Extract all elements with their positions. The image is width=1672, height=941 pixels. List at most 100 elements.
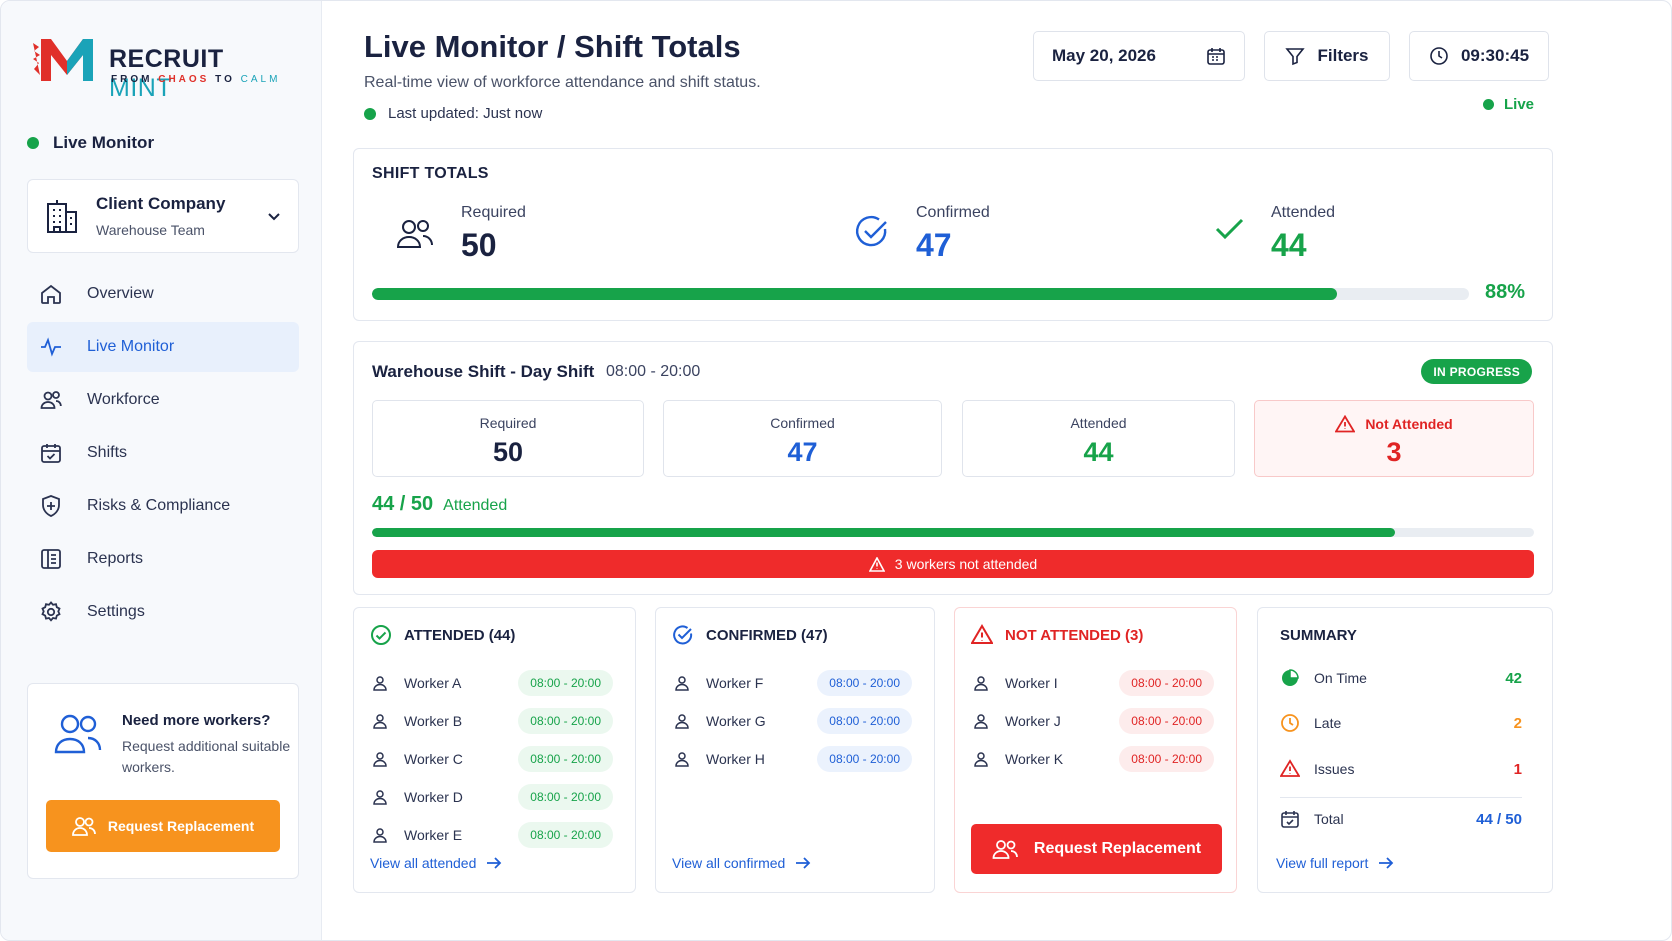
attended-list-card: ATTENDED (44) Worker A 08:00 - 20:00 Worke… [353, 607, 636, 893]
promo-text: Request additional suitable workers. [122, 738, 291, 775]
attended-value: 44 [1271, 227, 1307, 263]
shift-time-pill: 08:00 - 20:00 [1119, 670, 1214, 696]
promo-title: Need more workers? [122, 712, 271, 729]
totals-percent: 88% [1485, 281, 1526, 303]
user-icon [974, 714, 988, 729]
list-item[interactable]: Worker K 08:00 - 20:00 [973, 740, 1218, 778]
sidebar-item-workforce[interactable]: Workforce [27, 375, 299, 425]
shift-time-pill: 08:00 - 20:00 [518, 784, 613, 810]
shift-title: Warehouse Shift - Day Shift [372, 362, 595, 381]
live-indicator: Live [1483, 96, 1534, 113]
required-value: 50 [461, 227, 497, 263]
user-icon [675, 676, 689, 691]
pie-icon [1282, 669, 1299, 686]
worker-name: Worker J [1005, 713, 1061, 729]
filters-button[interactable]: Filters [1264, 31, 1390, 81]
chevron-down-icon [268, 213, 280, 221]
view-full-report-link[interactable]: View full report [1276, 855, 1394, 871]
page-title: Live Monitor / Shift Totals [364, 29, 741, 64]
list-item[interactable]: Worker B 08:00 - 20:00 [372, 702, 617, 740]
confirmed-label: Confirmed [916, 204, 990, 221]
not-attended-list-title: NOT ATTENDED (3) [971, 624, 1143, 646]
list-item[interactable]: Worker J 08:00 - 20:00 [973, 702, 1218, 740]
calendar-check-icon [1281, 811, 1299, 828]
not-attended-list-card: NOT ATTENDED (3) Worker I 08:00 - 20:00 Wo… [954, 607, 1237, 893]
filter-icon [1285, 48, 1306, 66]
check-icon [1215, 218, 1244, 240]
not-attended-tile-value: 3 [1386, 437, 1402, 467]
brand-name: RECRUIT MINT [109, 45, 224, 102]
attended-list-title: ATTENDED (44) [370, 624, 515, 646]
list-item[interactable]: Worker G 08:00 - 20:00 [674, 702, 916, 740]
list-item[interactable]: Worker H 08:00 - 20:00 [674, 740, 916, 778]
warning-icon [1280, 759, 1300, 777]
sidebar-item-reports[interactable]: Reports [27, 534, 299, 584]
shift-progress-bar [372, 528, 1534, 537]
clock-icon [1430, 47, 1448, 65]
user-icon [373, 714, 387, 729]
shift-progress-fill [372, 528, 1395, 537]
totals-progress-bar [372, 288, 1469, 300]
building-icon [47, 200, 77, 233]
request-replacement-button[interactable]: Request Replacement [971, 824, 1222, 874]
confirmed-rows: Worker F 08:00 - 20:00 Worker G 08:00 - 20:… [674, 664, 916, 778]
list-item[interactable]: Worker I 08:00 - 20:00 [973, 664, 1218, 702]
user-icon [373, 790, 387, 805]
last-updated: Last updated: Just now [364, 105, 542, 122]
user-icon [974, 676, 988, 691]
list-item[interactable]: Worker D 08:00 - 20:00 [372, 778, 617, 816]
brand-logo[interactable]: RECRUIT MINT FROM CHAOS TO CALM [31, 31, 291, 102]
logo-mark-icon [33, 39, 93, 81]
worker-name: Worker G [706, 713, 766, 729]
shift-totals-card: SHIFT TOTALS Required 50 Confirmed 47 At… [353, 148, 1553, 321]
not-attended-alert[interactable]: 3 workers not attended [372, 550, 1534, 578]
totals-progress-fill [372, 288, 1338, 300]
summary-title: SUMMARY [1280, 627, 1357, 644]
view-all-confirmed-link[interactable]: View all confirmed [672, 855, 811, 871]
summary-divider [1280, 797, 1522, 798]
sidebar-item-shifts[interactable]: Shifts [27, 428, 299, 478]
warning-icon [868, 556, 885, 572]
list-item[interactable]: Worker A 08:00 - 20:00 [372, 664, 617, 702]
sidebar-item-risks-compliance[interactable]: Risks & Compliance [27, 481, 299, 531]
worker-name: Worker C [404, 751, 463, 767]
sidebar-item-settings[interactable]: Settings [27, 587, 299, 637]
request-replacement-button[interactable]: Request Replacement [46, 800, 280, 852]
list-item[interactable]: Worker F 08:00 - 20:00 [674, 664, 916, 702]
list-item[interactable]: Worker C 08:00 - 20:00 [372, 740, 617, 778]
worker-name: Worker A [404, 675, 462, 691]
shift-time-pill: 08:00 - 20:00 [1119, 708, 1214, 734]
summary-on-time: On Time 42 [1280, 663, 1522, 693]
worker-name: Worker D [404, 789, 463, 805]
required-tile-value: 50 [492, 437, 524, 467]
sidebar: RECRUIT MINT FROM CHAOS TO CALM Live Mon… [1, 1, 322, 940]
worker-name: Worker K [1005, 751, 1064, 767]
view-all-attended-link[interactable]: View all attended [370, 855, 502, 871]
arrow-right-icon [1379, 857, 1394, 869]
attended-tile: Attended 44 [962, 400, 1235, 477]
calendar-icon [1207, 48, 1225, 65]
list-item[interactable]: Worker E 08:00 - 20:00 [372, 816, 617, 854]
live-dot-icon [1483, 99, 1494, 110]
gear-icon [41, 601, 61, 622]
summary-issues: Issues 1 [1280, 754, 1522, 784]
home-icon [41, 284, 61, 304]
user-icon [373, 828, 387, 843]
client-selector[interactable]: Client Company Warehouse Team [27, 179, 299, 253]
worker-name: Worker F [706, 675, 764, 691]
attended-rows: Worker A 08:00 - 20:00 Worker B 08:00 - 20:… [372, 664, 617, 854]
warning-icon [971, 624, 993, 644]
shift-detail-card: Warehouse Shift - Day Shift 08:00 - 20:0… [353, 341, 1553, 595]
user-icon [373, 752, 387, 767]
sidebar-item-overview[interactable]: Overview [27, 269, 299, 319]
sidebar-item-live-monitor[interactable]: Live Monitor [27, 322, 299, 372]
attended-summary: 44 / 50 Attended [372, 493, 508, 515]
not-attended-tile[interactable]: Not Attended 3 [1254, 400, 1534, 477]
status-badge: IN PROGRESS [1421, 359, 1532, 384]
worker-name: Worker B [404, 713, 463, 729]
arrow-right-icon [796, 857, 811, 869]
shift-time-pill: 08:00 - 20:00 [817, 670, 912, 696]
summary-card: SUMMARY On Time 42 Late 2 Issues 1 Total… [1257, 607, 1553, 893]
date-picker[interactable]: May 20, 2026 [1033, 31, 1245, 81]
